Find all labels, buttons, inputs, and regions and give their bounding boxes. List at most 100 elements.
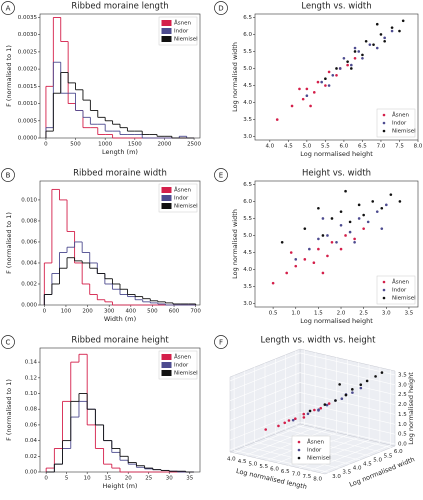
grid-line	[299, 362, 396, 386]
legend-label: Åsnen	[174, 354, 191, 361]
z-tick-label: 0.0	[398, 442, 407, 448]
scatter-point	[339, 247, 343, 251]
scatter-point	[383, 36, 386, 40]
legend-label: Indor	[392, 288, 407, 294]
legend-swatch	[161, 36, 172, 42]
panel-letter-circle	[1, 335, 15, 349]
scatter-point	[353, 240, 356, 244]
x-tick-label: 3.5	[405, 311, 414, 317]
x-tick-label: 5	[65, 476, 69, 482]
y-tick-label: 3.0	[332, 474, 341, 480]
y-tick-label: 6.0	[243, 32, 252, 38]
y-tick-label: 0.0010	[18, 101, 38, 107]
y-tick-label: 4.5	[243, 250, 252, 256]
scatter-point	[316, 80, 320, 84]
x-tick-label: 8.0	[414, 144, 423, 150]
y-tick-label: 0.000	[21, 303, 37, 309]
y-tick-label: 0.010	[21, 197, 37, 203]
x-tick-label: 500	[70, 142, 81, 148]
x-axis-label: Length (m)	[102, 148, 138, 156]
plot-frame	[254, 180, 419, 308]
x-tick-label: 5.5	[259, 464, 268, 470]
legend-swatch	[161, 370, 172, 376]
y-axis-label: F (normalised to 1)	[5, 212, 13, 274]
chart-title: Height vs. width	[302, 169, 371, 179]
scatter-point	[346, 63, 349, 67]
scatter-point	[294, 258, 298, 261]
y-tick-label: 6.5	[243, 15, 252, 21]
x-tick-label: 600	[169, 309, 180, 315]
scatter-point	[353, 237, 356, 241]
z-tick-label: 2.5	[398, 392, 407, 398]
y-tick-label: 0.0025	[18, 49, 38, 55]
y-tick-label: 5.5	[243, 216, 252, 222]
y-tick-label: 5.0	[243, 233, 252, 239]
panel-letter-circle	[214, 1, 228, 15]
scatter-point	[303, 258, 307, 261]
legend-swatch	[161, 187, 172, 193]
scatter-point	[380, 371, 384, 374]
grid-line	[299, 401, 396, 425]
scatter-point	[320, 80, 323, 84]
scatter-point	[308, 409, 312, 413]
y-tick-label: 6.0	[394, 449, 403, 455]
grid-line	[229, 421, 301, 451]
scatter-point	[366, 220, 370, 224]
scatter-point	[330, 217, 334, 220]
scatter-point	[398, 200, 402, 203]
legend-marker	[382, 280, 386, 284]
x-tick-label: 0	[43, 309, 47, 315]
panel-letter: D	[218, 5, 223, 13]
z-tick-label: 1.5	[398, 412, 407, 418]
scatter-point	[271, 281, 275, 285]
scatter-point	[306, 412, 310, 416]
legend-swatch	[161, 362, 172, 368]
scatter-point	[364, 39, 368, 43]
scatter-point	[327, 84, 331, 87]
x-tick-label: 1.0	[291, 311, 300, 317]
legend-marker	[297, 448, 301, 452]
x-tick-label: 4.5	[238, 459, 247, 465]
scatter-point	[301, 97, 305, 101]
grid-line	[234, 450, 330, 473]
scatter-point	[294, 264, 298, 268]
panel-letter-circle	[1, 1, 15, 15]
x-tick-label: 2000	[157, 142, 171, 148]
legend-marker	[382, 288, 386, 292]
legend-label: Åsnen	[174, 187, 191, 194]
x-tick-label: 2.0	[337, 311, 346, 317]
scatter-point	[383, 39, 386, 43]
x-tick-label: 4.0	[265, 144, 274, 150]
y-tick-label: 0.04	[25, 438, 38, 444]
chart-title: Ribbed moraine width	[73, 169, 167, 179]
y-tick-label: 3.0	[243, 301, 252, 307]
scatter-point	[357, 217, 361, 220]
legend-label: Åsnen	[392, 279, 409, 286]
scatter-point	[353, 56, 357, 60]
scatter-point	[372, 43, 375, 46]
scatter-point	[361, 56, 364, 60]
scatter-point	[287, 419, 291, 422]
y-tick-label: 0.0005	[18, 118, 38, 124]
scatter-point	[380, 227, 384, 230]
legend-label: Åsnen	[174, 20, 191, 27]
y-tick-label: 0.02	[25, 454, 37, 460]
panel-letter: E	[219, 172, 223, 180]
scatter-point	[319, 406, 323, 410]
scatter-point	[317, 237, 320, 241]
scatter-point	[302, 416, 306, 419]
legend-label: Indor	[392, 121, 407, 127]
x-tick-label: 2.5	[359, 311, 368, 317]
legend-swatch	[161, 203, 172, 209]
chart-title: Length vs. width vs. height	[261, 336, 377, 346]
panel-letter-circle	[1, 168, 15, 182]
x-tick-label: 25	[145, 476, 152, 482]
y-tick-label: 4.0	[353, 466, 362, 472]
scatter-point	[340, 397, 344, 400]
scatter-point	[289, 251, 293, 254]
x-tick-label: 300	[104, 309, 115, 315]
y-tick-label: 5.5	[243, 49, 252, 55]
scatter-point	[385, 203, 388, 207]
y-axis-label: Log normalised width	[231, 42, 239, 112]
